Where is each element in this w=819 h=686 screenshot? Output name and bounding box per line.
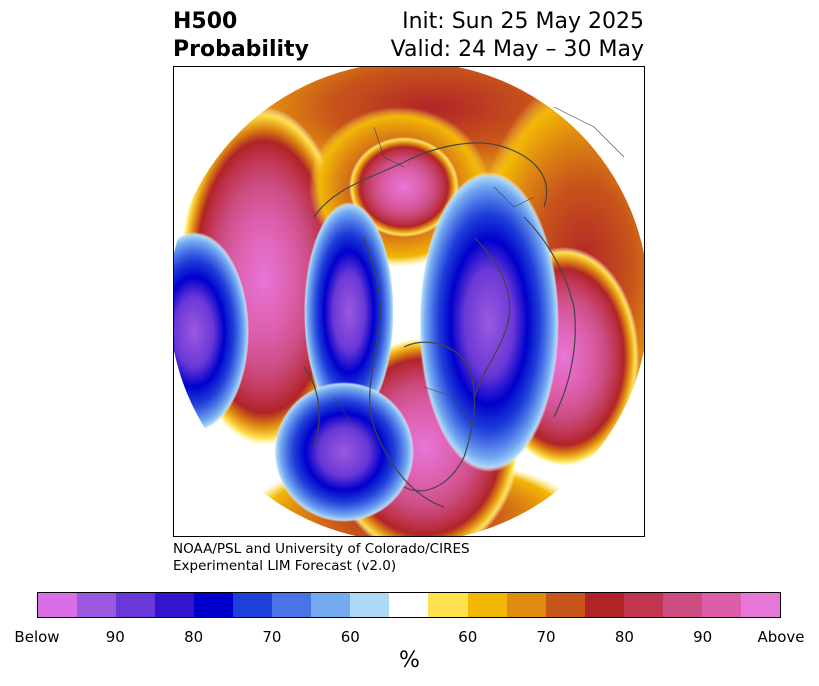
valid-range: Valid: 24 May – 30 May bbox=[390, 37, 644, 62]
colorbar-swatch bbox=[506, 593, 546, 617]
colorbar-swatch bbox=[389, 593, 429, 617]
chart-title-right: Init: Sun 25 May 2025 Valid: 24 May – 30… bbox=[391, 8, 644, 64]
colorbar-swatch bbox=[38, 593, 78, 617]
colorbar-tick-label: Below bbox=[14, 628, 60, 646]
colorbar-swatch bbox=[662, 593, 702, 617]
colorbar-tick-label: 70 bbox=[262, 628, 282, 646]
borders bbox=[333, 106, 625, 448]
credit-text: NOAA/PSL and University of Colorado/CIRE… bbox=[173, 541, 470, 575]
colorbar-swatch bbox=[272, 593, 312, 617]
colorbar-tick-label: Above bbox=[757, 628, 805, 646]
variable-label: H500 bbox=[173, 9, 238, 34]
colorbar-swatch bbox=[545, 593, 585, 617]
below-low-west bbox=[174, 232, 249, 432]
colorbar-swatch bbox=[350, 593, 390, 617]
colorbar-swatch bbox=[428, 593, 468, 617]
below-low-atlantic bbox=[419, 172, 559, 472]
colorbar bbox=[37, 592, 781, 618]
colorbar-swatch bbox=[584, 593, 624, 617]
init-date: Init: Sun 25 May 2025 bbox=[402, 9, 644, 34]
colorbar-tick-label: 60 bbox=[458, 628, 478, 646]
colorbar-tick-label: 90 bbox=[693, 628, 713, 646]
coastlines bbox=[303, 142, 576, 508]
colorbar-tick-label: 60 bbox=[340, 628, 360, 646]
colorbar-ticks: Below 90 80 70 60 60 70 80 90 Above bbox=[0, 628, 819, 648]
colorbar-tick-label: 80 bbox=[614, 628, 634, 646]
colorbar-swatch bbox=[77, 593, 117, 617]
colorbar-swatch bbox=[467, 593, 507, 617]
anomaly-field bbox=[174, 67, 644, 536]
colorbar-swatch bbox=[701, 593, 741, 617]
colorbar-swatch bbox=[311, 593, 351, 617]
colorbar-swatch bbox=[155, 593, 195, 617]
colorbar-unit: % bbox=[399, 648, 420, 673]
colorbar-swatch bbox=[740, 593, 780, 617]
colorbar-tick-label: 90 bbox=[105, 628, 125, 646]
credit-line-1: NOAA/PSL and University of Colorado/CIRE… bbox=[173, 541, 470, 557]
product-label: Probability bbox=[173, 37, 309, 62]
probability-map bbox=[174, 67, 644, 536]
above-core-europe-inner bbox=[349, 137, 459, 237]
colorbar-swatch bbox=[116, 593, 156, 617]
below-low-central bbox=[304, 202, 394, 422]
chart-title-left: H500 Probability bbox=[173, 8, 309, 64]
colorbar-swatch bbox=[194, 593, 234, 617]
below-low-pacific bbox=[274, 382, 414, 522]
colorbar-swatch bbox=[623, 593, 663, 617]
colorbar-tick-label: 80 bbox=[184, 628, 204, 646]
colorbar-swatch bbox=[233, 593, 273, 617]
colorbar-tick-label: 70 bbox=[536, 628, 556, 646]
credit-line-2: Experimental LIM Forecast (v2.0) bbox=[173, 558, 397, 574]
map-panel bbox=[173, 66, 645, 537]
